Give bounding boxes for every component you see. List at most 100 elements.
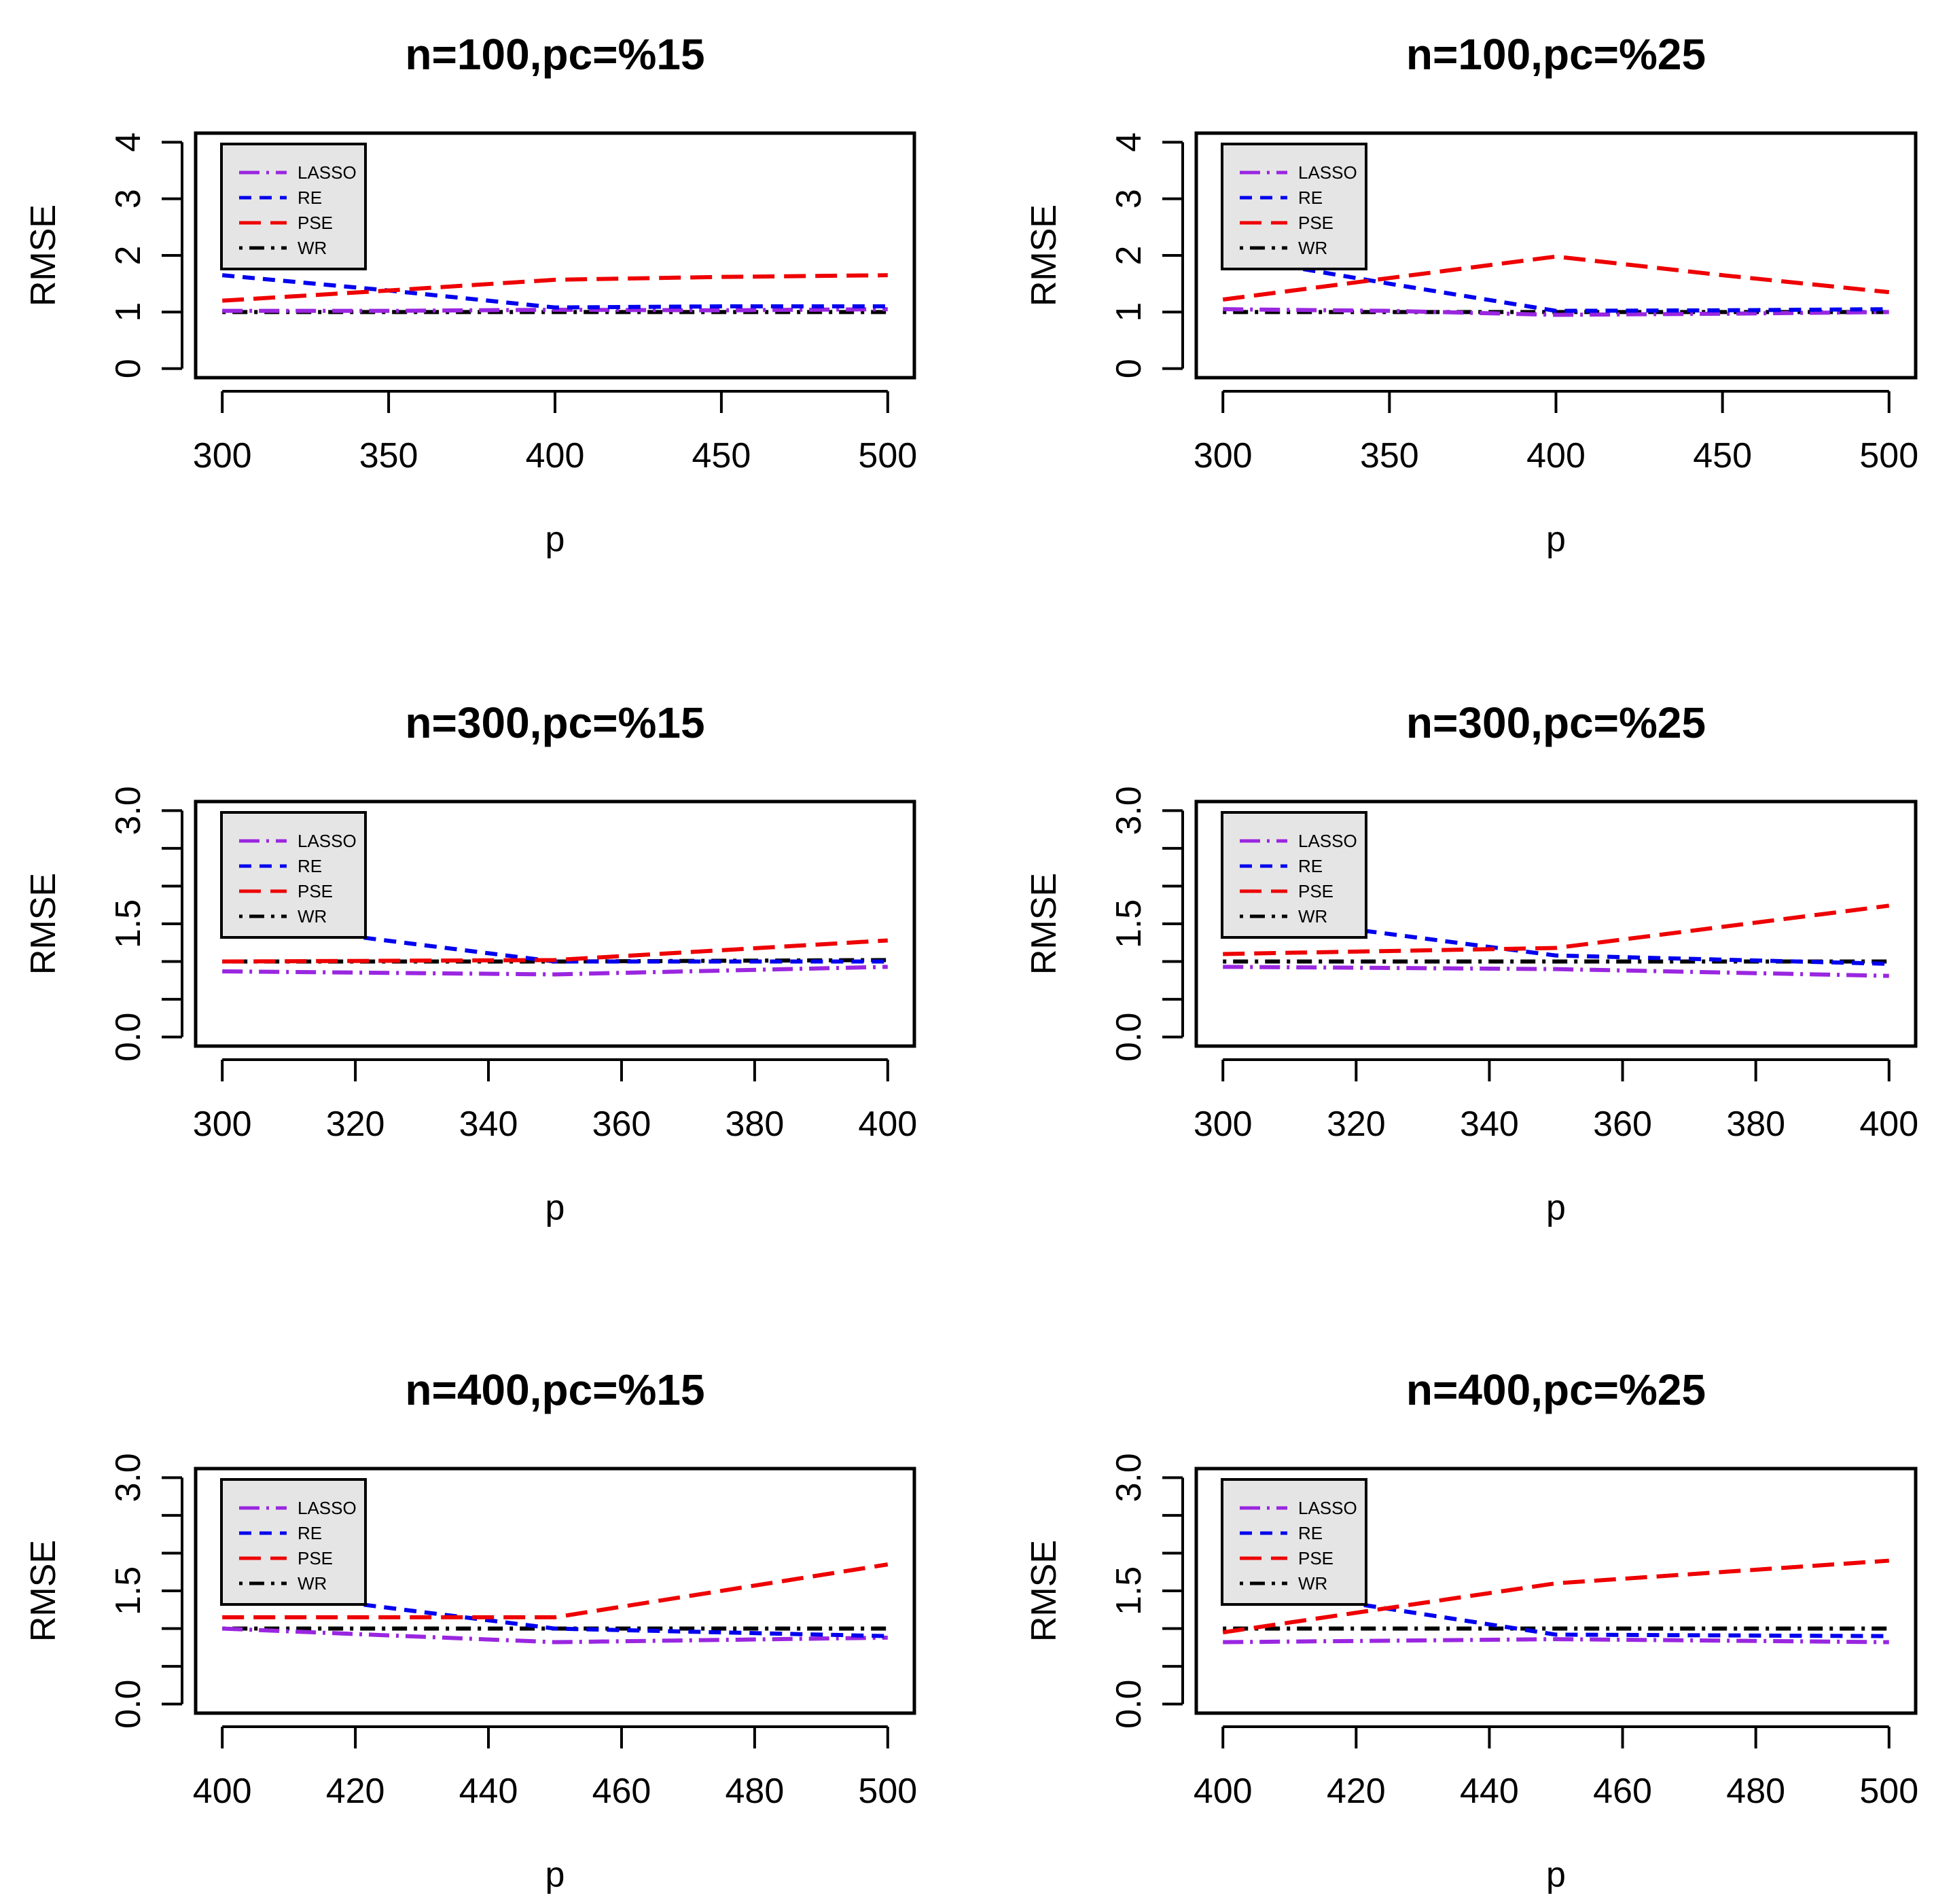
chart-panel-5: n=400,pc=%15 400 420 440 460 480 500 p 0.0 1.5 3.0… xyxy=(24,1365,917,1894)
x-tick-label: 340 xyxy=(1460,1104,1519,1144)
x-tick-label: 480 xyxy=(726,1772,785,1811)
y-tick-label: 0 xyxy=(1109,359,1149,378)
legend-label: RE xyxy=(298,1523,322,1543)
chart-title: n=100,pc=%15 xyxy=(405,30,704,79)
legend-box xyxy=(1221,143,1367,270)
series-line-re xyxy=(221,273,888,310)
x-tick-label: 500 xyxy=(1859,1772,1918,1811)
legend-box xyxy=(1221,1478,1367,1606)
y-axis-label: RMSE xyxy=(24,204,63,306)
y-tick-label: 0.0 xyxy=(1109,1680,1149,1729)
legend-box xyxy=(220,143,367,270)
y-axis-label: RMSE xyxy=(1024,204,1064,306)
y-axis-label: RMSE xyxy=(1024,1540,1064,1642)
legend: LASSO RE PSE WR xyxy=(220,143,367,270)
legend-label: WR xyxy=(1298,1573,1327,1594)
plot-frame xyxy=(1194,1467,1918,1715)
y-tick-label: 1.5 xyxy=(109,1566,148,1615)
x-tick-label: 480 xyxy=(1726,1772,1785,1811)
legend-label: PSE xyxy=(298,881,333,901)
y-tick-label: 0.0 xyxy=(109,1013,148,1062)
legend-label: WR xyxy=(298,238,327,258)
legend-label: LASSO xyxy=(1298,162,1357,183)
x-tick-label: 500 xyxy=(1859,436,1918,475)
x-tick-label: 400 xyxy=(193,1772,252,1811)
legend-box xyxy=(1221,811,1367,939)
x-tick-label: 400 xyxy=(1859,1104,1918,1144)
legend-label: WR xyxy=(298,906,327,927)
x-tick-label: 360 xyxy=(1593,1104,1652,1144)
legend-label: RE xyxy=(1298,187,1323,208)
x-axis-label: p xyxy=(1546,1855,1566,1894)
legend-label: LASSO xyxy=(298,1498,357,1518)
legend-label: LASSO xyxy=(1298,1498,1357,1518)
x-tick-label: 380 xyxy=(1726,1104,1785,1144)
legend-label: RE xyxy=(298,187,322,208)
x-tick-label: 450 xyxy=(692,436,751,475)
x-tick-label: 420 xyxy=(1327,1772,1386,1811)
x-tick-label: 420 xyxy=(326,1772,385,1811)
legend: LASSO RE PSE WR xyxy=(1221,1478,1367,1606)
x-axis-label: p xyxy=(545,520,565,559)
series-line-pse xyxy=(1222,1558,1889,1635)
y-tick-label: 3.0 xyxy=(109,1453,148,1502)
x-tick-label: 400 xyxy=(1526,436,1586,475)
x-axis-label: p xyxy=(545,1188,565,1227)
y-tick-label: 1 xyxy=(1109,302,1149,322)
series-line-lasso xyxy=(1223,307,1889,317)
legend-label: RE xyxy=(1298,856,1323,876)
x-tick-label: 320 xyxy=(1327,1104,1386,1144)
y-tick-label: 3.0 xyxy=(1109,786,1149,835)
series-line-pse xyxy=(222,1562,889,1619)
legend: LASSO RE PSE WR xyxy=(1221,811,1367,939)
y-axis-label: RMSE xyxy=(24,1540,63,1642)
series-line-pse xyxy=(1223,903,1890,956)
legend-label: LASSO xyxy=(1298,831,1357,851)
x-tick-label: 440 xyxy=(1460,1772,1519,1811)
legend-label: PSE xyxy=(298,1548,333,1568)
y-tick-label: 0.0 xyxy=(1109,1013,1149,1062)
x-tick-label: 440 xyxy=(459,1772,518,1811)
y-tick-label: 3 xyxy=(1109,189,1149,209)
series-line-lasso xyxy=(1223,965,1889,978)
plot-frame xyxy=(194,800,916,1048)
series-line-pse xyxy=(1222,254,1890,302)
chart-title: n=400,pc=%25 xyxy=(1406,1365,1706,1414)
plot-frame xyxy=(194,131,916,380)
y-tick-label: 0.0 xyxy=(109,1680,148,1729)
chart-panel-4: n=300,pc=%25 300 320 340 360 380 400 p 0.0 1.5 3.0… xyxy=(1024,698,1918,1227)
legend-box xyxy=(220,1478,367,1606)
chart-title: n=300,pc=%25 xyxy=(1406,698,1706,747)
x-tick-label: 460 xyxy=(1593,1772,1652,1811)
legend-label: PSE xyxy=(1298,213,1333,233)
x-tick-label: 450 xyxy=(1693,436,1752,475)
y-tick-label: 4 xyxy=(109,132,148,152)
legend-label: PSE xyxy=(298,213,333,233)
legend-label: PSE xyxy=(1298,1548,1333,1568)
x-tick-label: 300 xyxy=(193,436,252,475)
series-line-lasso xyxy=(1223,1637,1889,1645)
legend-box xyxy=(220,811,367,939)
chart-title: n=300,pc=%15 xyxy=(405,698,704,747)
legend-label: WR xyxy=(298,1573,327,1594)
x-axis-label: p xyxy=(1546,520,1566,559)
y-tick-label: 1 xyxy=(109,302,148,322)
legend: LASSO RE PSE WR xyxy=(220,811,367,939)
x-axis-label: p xyxy=(1546,1188,1566,1227)
y-tick-label: 4 xyxy=(1109,132,1149,152)
y-tick-label: 1.5 xyxy=(1109,1566,1149,1615)
chart-panel-2: n=100,pc=%25 300 350 400 450 500 p 0 1 2 3 4 RMSE LAS… xyxy=(1024,30,1918,559)
chart-panel-3: n=300,pc=%15 300 320 340 360 380 400 p 0.0 1.5 3.0… xyxy=(24,698,917,1227)
x-tick-label: 350 xyxy=(1360,436,1419,475)
x-tick-label: 400 xyxy=(526,436,585,475)
series-line-pse xyxy=(222,273,888,303)
series-line-lasso xyxy=(222,307,888,313)
plot-frame xyxy=(194,1467,916,1715)
chart-panel-6: n=400,pc=%25 400 420 440 460 480 500 p 0.0 1.5 3.0… xyxy=(1024,1365,1918,1894)
y-tick-label: 1.5 xyxy=(109,899,148,948)
legend-label: WR xyxy=(1298,238,1327,258)
chart-title: n=400,pc=%15 xyxy=(405,1365,704,1414)
x-tick-label: 340 xyxy=(459,1104,518,1144)
y-tick-label: 2 xyxy=(109,246,148,266)
